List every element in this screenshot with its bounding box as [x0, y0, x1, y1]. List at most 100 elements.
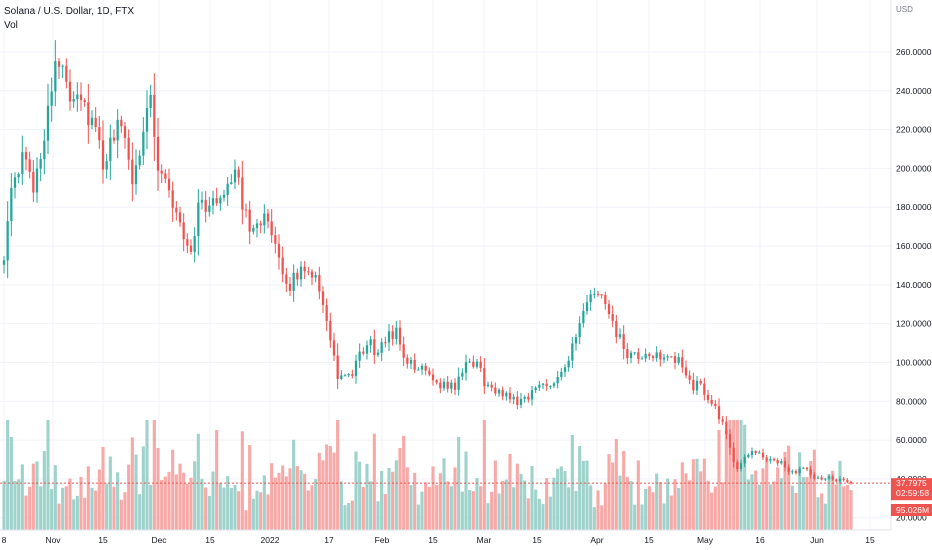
volume-bar: [768, 484, 772, 530]
candle-body: [439, 382, 442, 389]
candle-body: [486, 384, 490, 387]
candle-body: [611, 313, 614, 322]
candle-body: [120, 119, 123, 127]
candle-body: [695, 380, 699, 391]
chart-title: Solana / U.S. Dollar, 1D, FTX: [4, 6, 135, 17]
candle-body: [816, 477, 820, 479]
candle-body: [109, 137, 112, 162]
volume-bar: [314, 479, 318, 530]
volume-bar: [501, 480, 505, 530]
time-axis: 8 Nov 15 Dec 15 2022 17 Feb 15 Mar 15 Apr 15 May 16 Jun…: [2, 535, 875, 545]
volume-bar: [266, 494, 270, 530]
candle-body: [435, 380, 438, 383]
candle-body: [615, 321, 618, 338]
volume-bar: [761, 468, 765, 530]
volume-bar: [72, 499, 76, 530]
candle-body: [446, 381, 449, 389]
candle-body: [409, 359, 413, 364]
candle-body: [743, 457, 746, 464]
volume-bar: [185, 483, 189, 530]
candle-body: [494, 387, 497, 394]
volume-bar: [288, 468, 292, 530]
candle-body: [171, 190, 174, 208]
volume-bar: [145, 420, 149, 530]
time-tick-label: 15: [644, 535, 654, 545]
candle-body: [461, 372, 464, 377]
volume-bar: [233, 485, 237, 530]
candle-body: [589, 294, 592, 303]
volume-bar: [625, 477, 629, 530]
volume-bars: [2, 420, 853, 530]
volume-bar: [141, 446, 145, 530]
volume-bar: [46, 420, 50, 530]
volume-bar: [816, 497, 820, 530]
volume-bar: [545, 478, 549, 530]
volume-bar: [358, 461, 362, 530]
time-tick-label: Dec: [151, 535, 167, 545]
candle-body: [820, 477, 823, 480]
volume-bar: [273, 477, 277, 530]
volume-bar: [512, 487, 516, 530]
volume-bar: [50, 489, 54, 530]
candle-body: [428, 370, 431, 375]
volume-bar: [6, 420, 10, 530]
candle-body: [640, 358, 644, 360]
volume-bar: [222, 487, 226, 530]
volume-bar: [303, 473, 307, 530]
volume-bar: [446, 481, 450, 530]
volume-bar: [229, 488, 233, 530]
candle-body: [538, 384, 541, 388]
candle-body: [10, 187, 13, 222]
candle-body: [552, 383, 556, 386]
candle-body: [431, 374, 435, 381]
candle-body: [582, 311, 585, 324]
volume-bar: [189, 477, 193, 530]
price-tick-label: 180.0000: [896, 202, 932, 212]
candle-body: [325, 305, 328, 321]
volume-bar: [449, 486, 453, 530]
candle-body: [721, 419, 724, 422]
candle-body: [651, 356, 655, 359]
volume-bar: [24, 495, 28, 530]
candle-body: [351, 374, 354, 376]
volume-bar: [295, 465, 299, 530]
volume-bar: [251, 498, 255, 530]
candle-body: [453, 382, 457, 390]
candle-body: [237, 169, 240, 178]
candle-body: [219, 197, 222, 204]
candle-body: [46, 105, 50, 141]
candle-body: [464, 362, 468, 373]
candle-body: [50, 91, 53, 106]
candle-body: [380, 342, 383, 353]
candle-body: [255, 223, 259, 228]
candle-body: [842, 478, 845, 481]
volume-bar: [394, 460, 398, 530]
volume-bar: [402, 435, 406, 530]
candle-body: [57, 61, 61, 67]
candle-body: [717, 406, 721, 420]
candle-body: [156, 136, 160, 171]
candle-body: [747, 454, 750, 458]
volume-bar: [281, 465, 285, 530]
volume-bar: [482, 420, 486, 530]
candle-body: [266, 213, 270, 222]
candle-body: [673, 356, 677, 363]
volume-bar: [805, 477, 809, 530]
candle-body: [765, 457, 768, 461]
volume-bar: [79, 476, 83, 530]
volume-bar: [39, 486, 43, 530]
candle-body: [750, 451, 754, 455]
candle-body: [369, 339, 372, 346]
time-tick-label: 15: [98, 535, 108, 545]
candle-body: [523, 396, 526, 399]
volume-bar: [724, 430, 728, 530]
candle-body: [274, 235, 277, 244]
volume-bar: [292, 439, 296, 530]
candle-body: [65, 65, 68, 82]
candle-body: [776, 460, 779, 464]
candle-body: [519, 398, 523, 405]
volume-bar: [244, 510, 248, 530]
volume-bar: [438, 473, 442, 530]
volume-bar: [149, 484, 153, 530]
